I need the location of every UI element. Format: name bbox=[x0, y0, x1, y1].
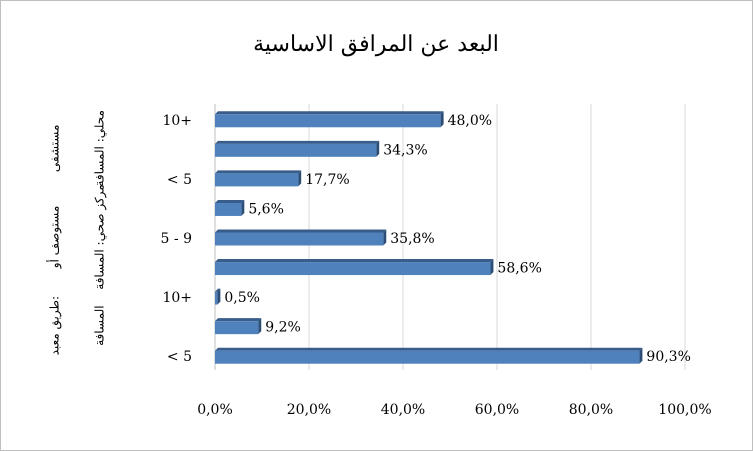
y-tick-label: 5 - 9 bbox=[161, 231, 192, 247]
data-label: 58,6% bbox=[497, 261, 541, 277]
bar-top bbox=[215, 111, 444, 115]
bar-top bbox=[215, 140, 380, 144]
bar bbox=[215, 321, 259, 335]
bar bbox=[215, 262, 491, 276]
data-label: 17,7% bbox=[305, 172, 349, 188]
chart-title: البعد عن المرافق الاساسية bbox=[253, 32, 499, 57]
data-label: 90,3% bbox=[646, 349, 690, 365]
y-tick-label: 10+ bbox=[162, 290, 192, 306]
x-tick-label: 80,0% bbox=[569, 402, 613, 418]
data-label: 35,8% bbox=[390, 231, 434, 247]
x-tick-label: 60,0% bbox=[475, 402, 519, 418]
bar-depth bbox=[383, 229, 387, 246]
bar-depth bbox=[639, 347, 643, 364]
bar bbox=[215, 114, 441, 128]
data-label: 5,6% bbox=[248, 201, 284, 217]
bar bbox=[215, 232, 384, 246]
bar-depth bbox=[490, 259, 494, 276]
bar-depth bbox=[258, 318, 262, 335]
bar-top bbox=[215, 347, 643, 351]
x-tick-label: 20,0% bbox=[287, 402, 331, 418]
bar-top bbox=[215, 259, 494, 263]
bar-depth bbox=[376, 140, 380, 157]
bar bbox=[215, 173, 299, 187]
bar-top bbox=[215, 229, 387, 233]
group-label: المسافة bbox=[93, 305, 107, 345]
x-tick-label: 100,0% bbox=[658, 402, 711, 418]
group-label: مركز صحي: المسافة bbox=[93, 184, 107, 289]
y-tick-label: 10+ bbox=[162, 113, 192, 129]
x-tick-label: 40,0% bbox=[381, 402, 425, 418]
group-label: محلي: المسافة bbox=[93, 110, 107, 186]
data-label: 9,2% bbox=[265, 320, 301, 336]
bar-top bbox=[215, 288, 221, 292]
bar-depth bbox=[298, 170, 302, 187]
bar-depth bbox=[241, 199, 245, 216]
bar bbox=[215, 291, 218, 305]
y-tick-label: < 5 bbox=[167, 349, 192, 365]
bar-depth bbox=[217, 288, 221, 305]
y-tick-label: < 5 bbox=[167, 172, 192, 188]
data-label: 34,3% bbox=[383, 142, 427, 158]
data-label: 48,0% bbox=[448, 113, 492, 129]
x-tick-label: 0,0% bbox=[197, 402, 233, 418]
bar-top bbox=[215, 170, 302, 174]
group-label: مستشفى bbox=[48, 125, 62, 173]
bar bbox=[215, 202, 242, 216]
bar bbox=[215, 143, 377, 157]
data-label: 0,5% bbox=[224, 290, 260, 306]
bar-depth bbox=[440, 111, 444, 128]
bar-top bbox=[215, 318, 262, 322]
group-label: مستوصف أو bbox=[47, 206, 62, 270]
bar bbox=[215, 350, 640, 364]
bar-top bbox=[215, 199, 245, 203]
group-label: طريق معبد: bbox=[48, 296, 62, 356]
